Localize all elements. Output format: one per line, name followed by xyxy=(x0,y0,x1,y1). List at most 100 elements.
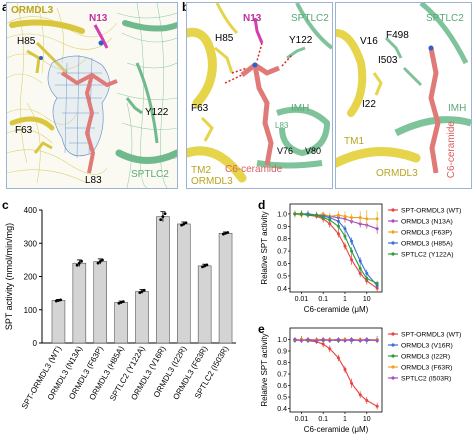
y-tick-label: 0.5 xyxy=(277,273,287,280)
panel-label-e: e xyxy=(258,322,265,336)
data-point xyxy=(343,367,347,371)
label-bl-tm2: TM2 xyxy=(191,165,211,176)
data-point xyxy=(336,338,340,342)
data-point xyxy=(350,381,354,385)
data-point xyxy=(226,231,230,234)
x-tick-label: 0.1 xyxy=(318,296,328,303)
legend-label: ORMDL3 (F63R) xyxy=(401,365,452,372)
data-point xyxy=(375,339,379,343)
data-point xyxy=(336,219,340,223)
panel-label-c: c xyxy=(2,198,9,212)
label-br-sptlc2: SPTLC2 xyxy=(426,13,464,24)
panel-a-structure: ORMDL3 N13 H85 Y122 F63 L83 SPTLC2 xyxy=(6,2,178,189)
data-point xyxy=(358,339,362,343)
data-point xyxy=(140,290,144,293)
y-axis-label: Relative SPT activity xyxy=(260,333,269,406)
data-point xyxy=(161,215,165,219)
data-point xyxy=(343,214,347,218)
y-tick-label: 0.6 xyxy=(277,383,287,390)
y-tick-label: 0.9 xyxy=(277,224,287,231)
panel-b-left-structure: N13 SPTLC2 H85 Y122 F63 IMH L83 V76 V80 … xyxy=(186,2,333,189)
y-tick-label: 0.9 xyxy=(277,349,287,356)
data-point xyxy=(54,299,58,303)
y-tick-label: 0.7 xyxy=(277,249,287,256)
data-point xyxy=(328,339,332,343)
data-point xyxy=(343,234,347,238)
data-point xyxy=(358,259,362,263)
label-br-tm1: TM1 xyxy=(344,136,364,147)
panel-label-d: d xyxy=(258,198,266,212)
x-tick-label: 0.01 xyxy=(295,296,309,303)
data-point xyxy=(142,288,146,292)
label-a-ormdl3: ORMDL3 xyxy=(11,5,54,16)
data-point xyxy=(358,266,362,270)
data-point xyxy=(336,224,340,228)
data-point xyxy=(350,258,354,262)
data-point xyxy=(80,259,83,263)
data-point xyxy=(221,232,225,236)
data-point xyxy=(336,213,340,217)
data-point xyxy=(75,263,79,267)
bar xyxy=(156,216,170,344)
label-bl-l83: L83 xyxy=(275,121,289,130)
data-point xyxy=(365,271,369,275)
label-a-y122: Y122 xyxy=(145,107,169,118)
label-bl-n13: N13 xyxy=(243,13,262,24)
data-point xyxy=(224,231,227,235)
data-point xyxy=(57,299,60,302)
panel-b-right-structure: SPTLC2 V16 F498 I503 I22 IMH TM1 ORMDL3 … xyxy=(335,2,472,189)
label-a-l83: L83 xyxy=(85,175,102,186)
chart-d-dose-response: 0.4 0.5 0.6 0.7 0.8 0.9 1.0 0.01 0.1 1 10 C6-cerami… xyxy=(260,203,461,314)
y-tick-label: 0.4 xyxy=(277,286,287,293)
bar xyxy=(114,302,128,344)
legend-marker xyxy=(391,230,395,234)
panel-label-a: a xyxy=(2,0,9,14)
data-point xyxy=(159,218,163,222)
y-tick-label: 1.0 xyxy=(277,337,287,344)
data-point xyxy=(365,217,369,221)
legend-marker xyxy=(391,219,395,223)
data-point xyxy=(299,212,303,216)
bar xyxy=(72,262,87,344)
label-br-c6: C6-ceramide xyxy=(446,121,457,179)
legend-marker xyxy=(391,332,395,336)
label-br-i22: I22 xyxy=(362,99,376,110)
data-point xyxy=(358,393,362,397)
legend-label: ORMDL3 (V16R) xyxy=(401,343,453,350)
label-br-i503: I503 xyxy=(378,55,398,66)
data-point xyxy=(350,249,354,253)
label-br-imh: IMH xyxy=(448,103,467,114)
y-tick-label: 100 xyxy=(24,306,38,315)
data-point xyxy=(328,218,332,222)
bar xyxy=(197,265,212,344)
bar xyxy=(135,291,149,344)
data-point xyxy=(375,281,379,285)
data-point xyxy=(96,261,100,265)
label-a-sptlc2: SPTLC2 xyxy=(131,169,169,180)
y-tick-label: 300 xyxy=(24,239,38,248)
y-tick-label: 1.0 xyxy=(277,211,287,218)
panel-label-b: b xyxy=(182,0,190,14)
data-point xyxy=(321,216,325,220)
legend-label: ORMDL3 (I22R) xyxy=(401,354,450,361)
x-tick-label: 1 xyxy=(343,296,347,303)
data-point xyxy=(180,223,183,227)
legend-marker xyxy=(391,376,395,380)
x-tick-label: 0.01 xyxy=(295,416,309,423)
bar xyxy=(93,261,107,344)
bar xyxy=(218,232,233,344)
legend-label: SPTLC2 (Y122A) xyxy=(401,252,454,259)
data-point xyxy=(119,301,123,304)
data-point xyxy=(375,217,379,221)
data-point xyxy=(205,263,209,267)
legend-label: ORMDL3 (N13A) xyxy=(401,219,453,226)
data-point xyxy=(343,227,347,231)
label-a-f63: F63 xyxy=(15,125,33,136)
y-tick-label: 0.8 xyxy=(277,236,287,243)
legend-label: SPT-ORMDL3 (WT) xyxy=(401,332,461,339)
label-br-v16: V16 xyxy=(360,36,378,47)
data-point xyxy=(358,271,362,275)
data-point xyxy=(375,284,379,288)
data-point xyxy=(321,338,325,342)
